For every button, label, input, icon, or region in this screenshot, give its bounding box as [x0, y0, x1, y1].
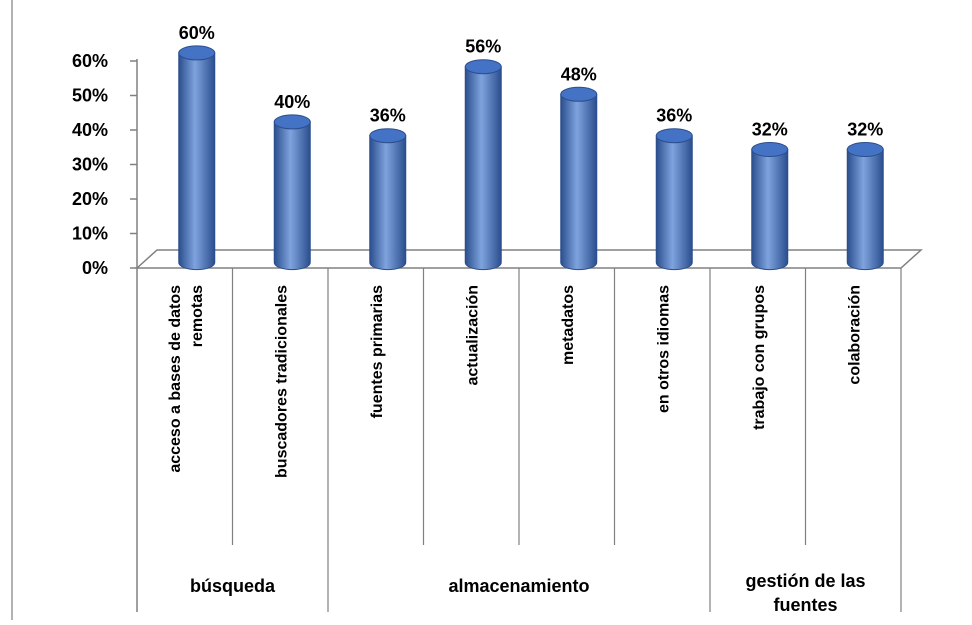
y-axis-tick-labels: 0% 10% 20% 30% 40% 50% 60%	[72, 51, 108, 278]
group-label: fuentes	[773, 595, 837, 615]
bar	[369, 128, 407, 271]
category-label: actualización	[464, 285, 481, 385]
data-label: 48%	[561, 64, 597, 84]
group-labels: búsqueda almacenamiento gestión de las fuen…	[190, 571, 866, 615]
bar	[655, 128, 693, 271]
group-label: almacenamiento	[448, 576, 589, 596]
y-tick-label: 0%	[82, 258, 108, 278]
category-labels: acceso a bases de datos remotas buscadores…	[167, 285, 864, 478]
y-tick-label: 20%	[72, 189, 108, 209]
category-label: colaboración	[846, 285, 863, 385]
bar	[846, 142, 884, 271]
data-label: 32%	[752, 120, 788, 140]
category-label: metadatos	[560, 285, 577, 365]
group-label: gestión de las	[745, 571, 865, 591]
y-tick-label: 10%	[72, 224, 108, 244]
data-label: 60%	[179, 23, 215, 43]
data-label: 40%	[274, 92, 310, 112]
bar	[178, 45, 216, 271]
category-label: buscadores tradicionales	[273, 285, 290, 478]
plot-floor	[135, 249, 923, 269]
bar-series	[178, 45, 884, 271]
y-tick-label: 30%	[72, 155, 108, 175]
bar	[464, 59, 502, 271]
category-label: remotas	[189, 285, 206, 347]
bar	[273, 114, 311, 271]
category-label: trabajo con grupos	[751, 285, 768, 430]
plot-frame	[11, 0, 923, 620]
category-label: acceso a bases de datos	[167, 285, 184, 473]
group-label: búsqueda	[190, 576, 276, 596]
y-tick-label: 40%	[72, 120, 108, 140]
data-label: 36%	[370, 106, 406, 126]
data-label: 32%	[847, 120, 883, 140]
y-tick-label: 60%	[72, 51, 108, 71]
data-label: 56%	[465, 37, 501, 57]
category-label: fuentes primarias	[369, 285, 386, 418]
data-label: 36%	[656, 106, 692, 126]
category-label: en otros idiomas	[655, 285, 672, 413]
bar	[560, 86, 598, 271]
y-tick-label: 50%	[72, 86, 108, 106]
bar	[751, 142, 789, 271]
data-labels: 60% 40% 36% 56% 48% 36% 32% 32%	[179, 23, 884, 140]
